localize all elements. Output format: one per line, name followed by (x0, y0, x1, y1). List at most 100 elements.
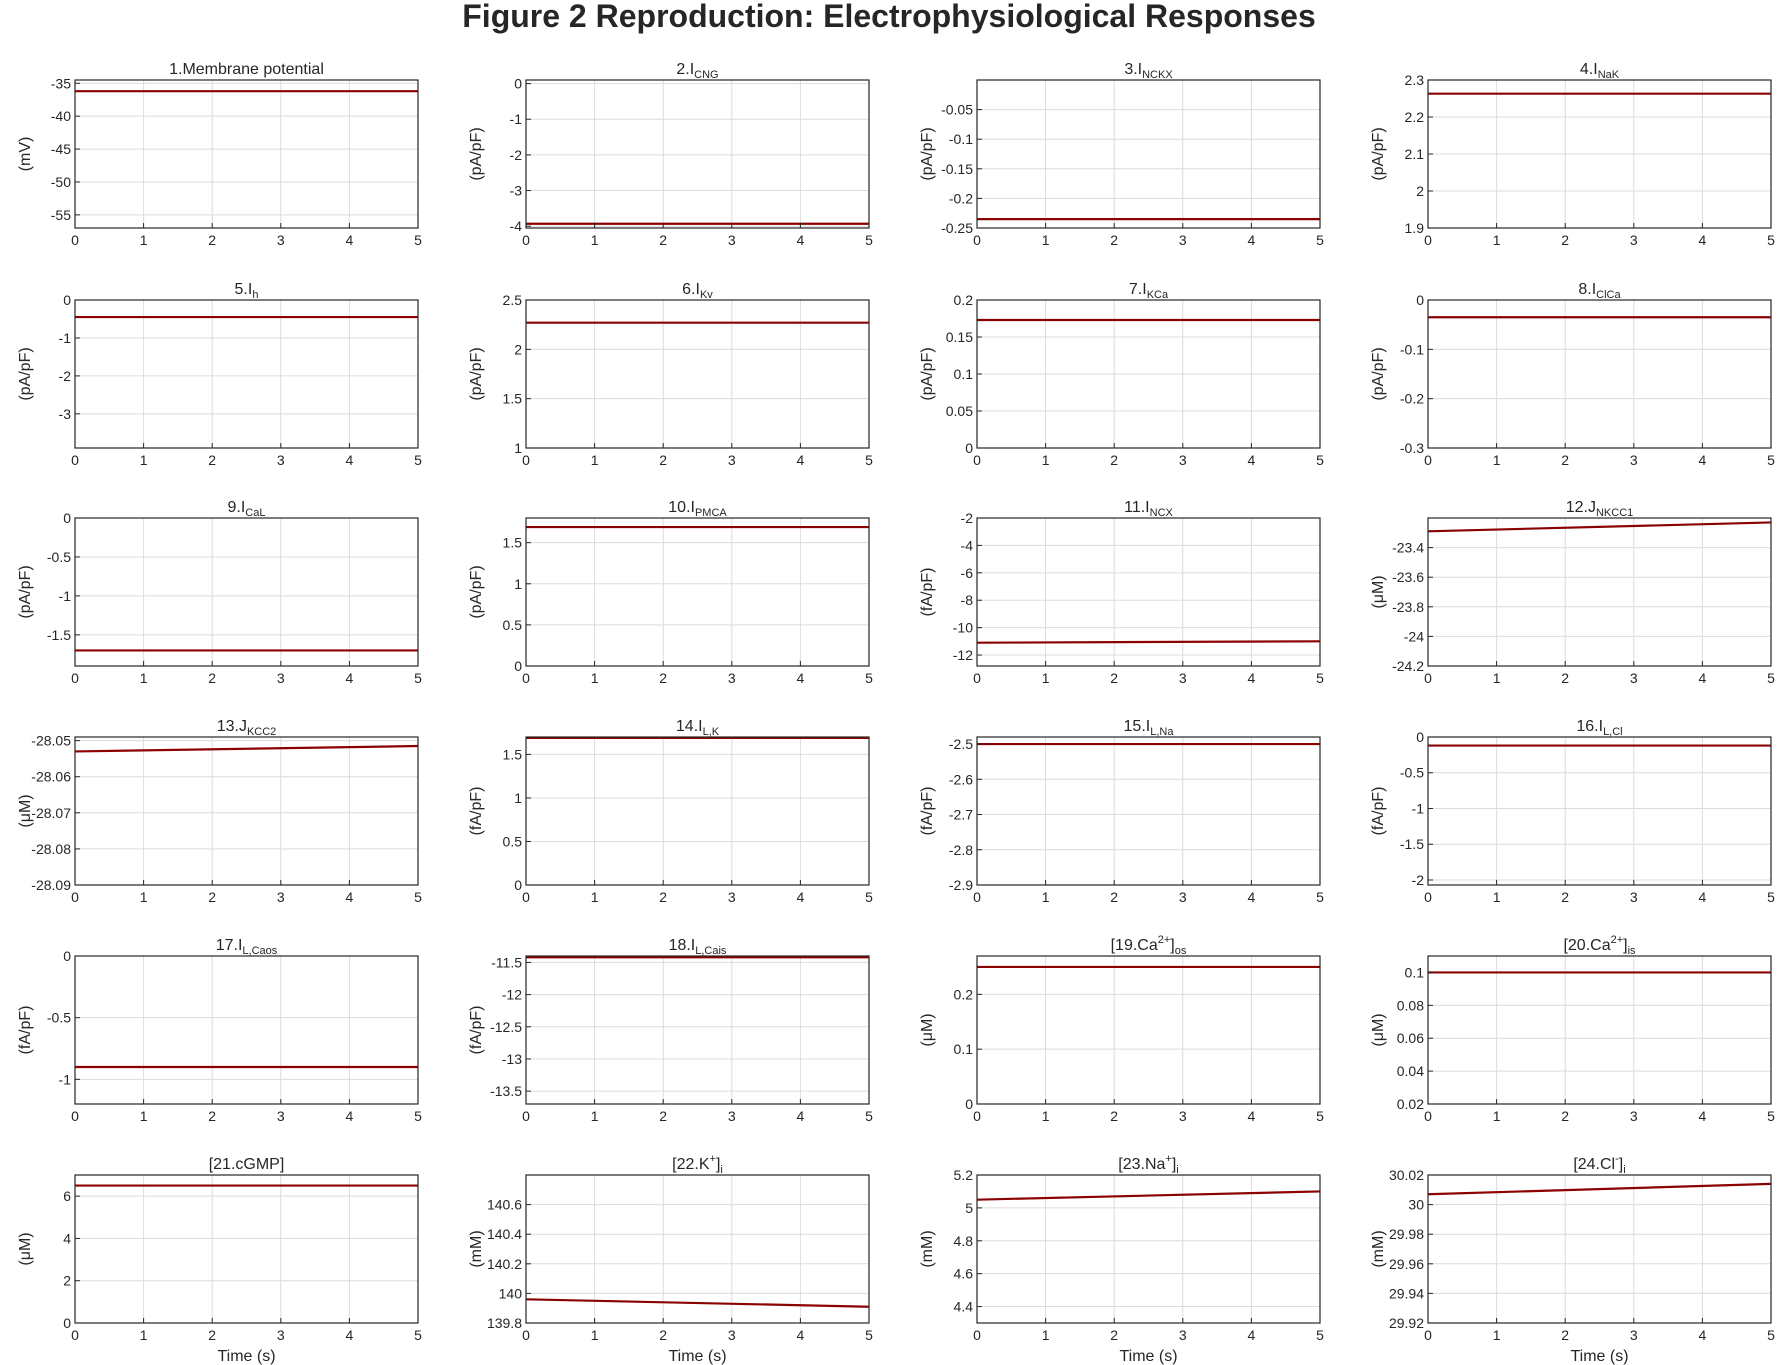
series-line (976, 640, 1321, 644)
subplot-title-main: 10.I (668, 499, 695, 516)
subplot-16: 0 1 2 3 4 5 0 -0.5 -1 -1.5 -2 16.IL,Cl (fA/pF) (1370, 718, 1775, 905)
axes-frame (525, 79, 870, 229)
y-tick-label: 0.1 (954, 366, 974, 382)
x-tick-label: 3 (1630, 232, 1638, 248)
x-tick-label: 1 (591, 452, 599, 468)
subplot-title-main: 4.I (1580, 61, 1598, 78)
subplot-title-superscript: 2+ (1158, 934, 1171, 946)
subplot-title-main: 11.I (1124, 499, 1150, 516)
x-axis-label: Time (s) (668, 1348, 726, 1365)
x-tick-label: 2 (1561, 1327, 1569, 1343)
y-tick-label: 6 (63, 1188, 71, 1204)
x-tick-label: 0 (973, 232, 981, 248)
subplot-grid: 0 1 2 3 4 5-35-40-45-50-551.Membrane potentia… (17, 61, 1775, 1365)
x-tick-label: 5 (414, 889, 422, 905)
y-tick-label: 0 (63, 948, 71, 964)
subplot-title-main: 12.J (1566, 499, 1596, 516)
subplot-title-main: 13.J (217, 718, 247, 735)
x-tick-label: 5 (1767, 670, 1775, 686)
y-tick-label: 0.02 (1397, 1096, 1424, 1112)
y-tick-label: 0.1 (1405, 964, 1425, 980)
x-tick-label: 1 (140, 670, 148, 686)
y-tick-label: -28.06 (31, 769, 71, 785)
x-tick-label: 1 (591, 670, 599, 686)
y-tick-label: -23.6 (1392, 569, 1424, 585)
subplot-title: [24.Cl-]i (1573, 1153, 1625, 1176)
x-tick-label: 0 (973, 1108, 981, 1124)
y-tick-label: -2.7 (949, 807, 973, 823)
y-tick-label: -2.5 (949, 736, 973, 752)
y-tick-label: 2.2 (1405, 109, 1425, 125)
y-tick-label: 1 (514, 576, 522, 592)
subplot-title-bracket: ] (716, 1156, 720, 1173)
subplot-title-superscript: - (1615, 1153, 1619, 1165)
subplot-title-subscript: i (1623, 1164, 1625, 1176)
axes-frame (1427, 736, 1772, 886)
subplot-title-superscript: 2+ (1611, 934, 1624, 946)
x-tick-label: 4 (1699, 1327, 1707, 1343)
subplot-title: 12.JNKCC1 (1566, 499, 1634, 519)
x-tick-label: 2 (208, 232, 216, 248)
y-tick-label: -24.2 (1392, 658, 1424, 674)
x-tick-label: 0 (522, 670, 530, 686)
subplot-3: 0 1 2 3 4 5 -0.05 -0.1 -0.15 -0.2 -0.25 3.INCKX (pA/… (919, 61, 1324, 248)
y-tick-label: -0.25 (941, 220, 973, 236)
series-line (1427, 521, 1772, 533)
figure-title: Figure 2 Reproduction: Electrophysiologi… (462, 0, 1315, 34)
x-tick-label: 4 (797, 1108, 805, 1124)
subplot-6: 0 1 2 3 4 52.521.516.IKv(pA/pF) (468, 281, 873, 468)
x-tick-label: 3 (728, 889, 736, 905)
subplot-title-subscript: NKCC1 (1596, 507, 1633, 519)
y-axis-label: (fA/pF) (919, 787, 936, 836)
y-tick-label: 1 (514, 440, 522, 456)
x-tick-label: 3 (277, 670, 285, 686)
x-tick-label: 4 (346, 1327, 354, 1343)
y-tick-label: 1.5 (503, 535, 523, 551)
subplot-title-bracket: ] (1623, 937, 1627, 954)
axes-frame (1427, 955, 1772, 1105)
x-tick-label: 3 (1630, 889, 1638, 905)
x-tick-label: 0 (1424, 1108, 1432, 1124)
subplot-12: 0 1 2 3 4 5 -23.4 -23.6 -23.8 -24 -24.2 12.JNKCC1 (μ… (1370, 499, 1775, 686)
x-tick-label: 3 (277, 1327, 285, 1343)
y-axis-label: (μM) (17, 794, 34, 827)
x-tick-label: 2 (1110, 889, 1118, 905)
x-tick-label: 3 (1630, 1327, 1638, 1343)
subplot-title-main: 6.I (682, 281, 700, 298)
y-tick-label: -0.3 (1400, 440, 1424, 456)
x-tick-label: 0 (1424, 889, 1432, 905)
y-tick-label: 5 (965, 1200, 973, 1216)
subplot-19: 0 1 2 3 4 5 0.2 0.1 0 [19.Ca2+]os (μM) (919, 934, 1324, 1124)
x-tick-label: 0 (973, 889, 981, 905)
x-tick-label: 2 (1561, 889, 1569, 905)
x-tick-label: 2 (208, 452, 216, 468)
x-tick-label: 5 (1316, 1108, 1324, 1124)
y-tick-label: -2 (1412, 872, 1425, 888)
y-tick-label: -1.5 (47, 627, 71, 643)
subplot-title-main: 3.I (1124, 61, 1142, 78)
subplot-title: 17.IL,Caos (216, 937, 278, 957)
x-tick-label: 4 (346, 452, 354, 468)
x-tick-label: 0 (1424, 232, 1432, 248)
axes-frame (525, 1174, 870, 1324)
x-tick-label: 4 (1248, 1108, 1256, 1124)
x-tick-label: 3 (728, 670, 736, 686)
subplot-8: 0 1 2 3 4 5 0 -0.1 -0.2 -0.3 8.IClCa (pA/pF) (1370, 281, 1775, 468)
y-tick-label: 0.2 (954, 986, 974, 1002)
subplot-20: 0 1 2 3 4 5 0.1 0.08 0.06 0.04 0.02 [20.Ca2+]is (μM) (1370, 934, 1775, 1124)
y-tick-label: -2.8 (949, 842, 973, 858)
subplot-title-subscript: PMCA (695, 507, 727, 519)
subplot-title-subscript: os (1175, 945, 1187, 957)
x-tick-label: 2 (659, 232, 667, 248)
x-tick-label: 2 (659, 670, 667, 686)
subplot-title: [22.K+]i (672, 1153, 723, 1176)
y-axis-label: (pA/pF) (919, 347, 936, 400)
y-tick-label: -0.05 (941, 102, 973, 118)
y-tick-label: -1 (59, 588, 72, 604)
subplot-title-superscript: + (1165, 1153, 1171, 1165)
subplot-title: 16.IL,Cl (1576, 718, 1622, 738)
y-tick-label: -4 (510, 218, 523, 234)
y-axis-label: (pA/pF) (17, 565, 34, 618)
y-tick-label: -1 (59, 1071, 72, 1087)
axes-frame (976, 79, 1321, 229)
